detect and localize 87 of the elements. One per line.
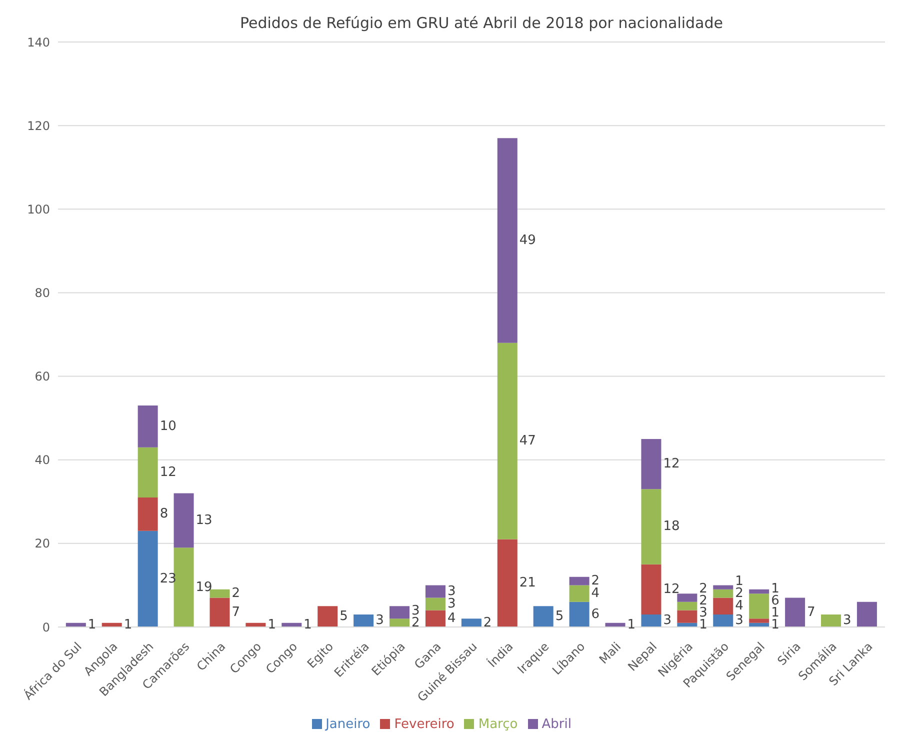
data-label: 3 (447, 596, 456, 612)
data-label: 1 (268, 617, 276, 632)
bar (785, 598, 806, 627)
data-label: 49 (519, 232, 536, 248)
legend-label: Fevereiro (394, 717, 454, 732)
bar (210, 589, 230, 598)
chart-title: Pedidos de Refúgio em GRU até Abril de 2018 por nacionalidade (238, 14, 724, 32)
data-label: 13 (196, 512, 212, 528)
data-label: 21 (519, 576, 536, 591)
y-tick-label: 120 (27, 118, 50, 133)
bar (461, 618, 482, 627)
bar (569, 576, 590, 586)
data-label: 12 (663, 456, 680, 472)
bar (677, 610, 698, 623)
bar (138, 406, 158, 448)
data-label: 2 (591, 574, 600, 589)
bar (354, 614, 374, 627)
data-label: 3 (735, 613, 744, 628)
bar (713, 614, 734, 627)
data-label: 3 (842, 613, 852, 628)
bar (569, 585, 590, 602)
bar (820, 614, 841, 627)
data-label: 19 (196, 580, 212, 595)
data-label: 7 (807, 604, 816, 620)
legend-label: Janeiro (326, 717, 370, 732)
data-label: 10 (160, 418, 176, 434)
bar (749, 589, 770, 594)
data-label: 5 (340, 609, 348, 624)
bar (641, 489, 662, 564)
data-label: 1 (627, 617, 636, 632)
data-label: 4 (735, 598, 744, 614)
bar (138, 497, 158, 531)
data-label: 2 (483, 615, 492, 630)
bar (174, 548, 194, 627)
bar (425, 610, 446, 627)
y-tick-label: 20 (34, 536, 50, 551)
data-label: 5 (555, 609, 564, 624)
data-label: 2 (735, 586, 744, 602)
data-label: 18 (663, 519, 680, 534)
data-label: 1 (124, 617, 132, 632)
bar (497, 138, 518, 343)
y-tick-label: 80 (34, 286, 50, 300)
data-label: 47 (519, 434, 536, 449)
bar (749, 618, 770, 623)
bar (425, 585, 446, 598)
bar (641, 564, 662, 614)
bar (138, 530, 158, 627)
bar (533, 606, 554, 627)
bar (425, 598, 446, 610)
y-tick-label: 100 (27, 202, 50, 216)
bar (138, 447, 158, 498)
legend-label: Março (478, 717, 518, 732)
data-label: 12 (160, 464, 176, 480)
data-label: 6 (591, 606, 600, 622)
y-tick-label: 0 (42, 620, 50, 634)
bar (677, 594, 698, 602)
bar (497, 342, 518, 540)
bar (713, 585, 734, 590)
legend-label: Abril (542, 717, 572, 732)
data-label: 7 (232, 604, 240, 620)
data-label: 4 (447, 611, 456, 626)
bar (856, 602, 877, 627)
bar (318, 606, 338, 627)
y-tick-label: 60 (34, 370, 50, 384)
data-label: 3 (376, 613, 384, 628)
bar (390, 618, 410, 627)
data-label: 2 (232, 586, 240, 602)
data-label: 8 (160, 506, 168, 522)
data-label: 4 (591, 586, 600, 602)
bar (569, 602, 590, 627)
bar (677, 602, 698, 610)
data-label: 12 (663, 582, 680, 597)
bar (174, 493, 194, 548)
bar (713, 598, 734, 614)
data-label: 3 (447, 584, 456, 599)
bar (641, 438, 662, 490)
data-label: 1 (304, 617, 312, 632)
y-tick-label: 140 (27, 35, 50, 50)
bar (497, 539, 518, 627)
bar (210, 598, 230, 627)
data-label: 3 (663, 613, 672, 628)
bar (713, 589, 734, 598)
y-tick-label: 40 (34, 453, 50, 468)
data-label: 1 (88, 617, 96, 632)
bar (749, 594, 770, 619)
bar (390, 606, 410, 619)
bar (641, 614, 662, 627)
